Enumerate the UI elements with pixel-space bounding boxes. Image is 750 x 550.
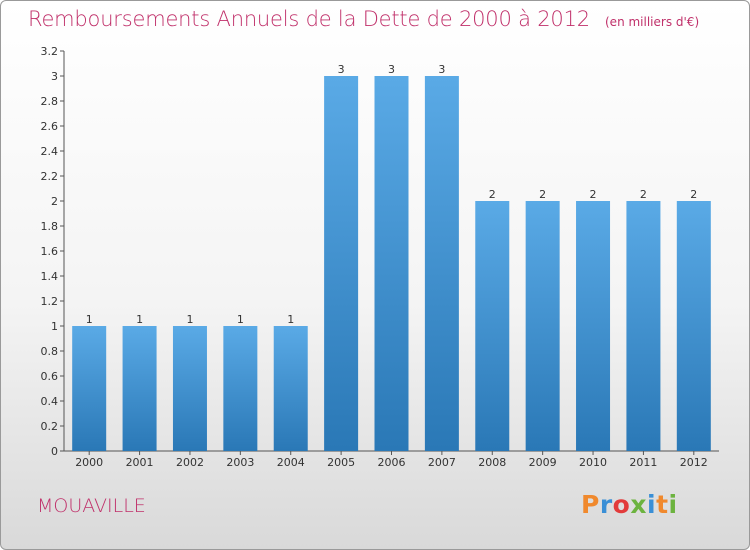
x-tick-label: 2005: [327, 456, 355, 469]
bar-value-label: 1: [237, 313, 244, 326]
bar: [374, 76, 409, 451]
bar: [122, 326, 157, 451]
commune-name: MOUAVILLE: [37, 495, 146, 517]
bar: [223, 326, 258, 451]
bar-value-label: 2: [489, 188, 496, 201]
x-tick-label: 2004: [277, 456, 305, 469]
y-tick-label: 1.2: [41, 295, 59, 308]
bar-value-label: 1: [86, 313, 93, 326]
bar-value-label: 1: [136, 313, 143, 326]
logo-letter: x: [630, 490, 647, 519]
y-tick-label: 0.8: [41, 345, 59, 358]
logo-letter: r: [599, 490, 613, 519]
bar-value-label: 2: [539, 188, 546, 201]
bar-value-label: 3: [338, 63, 345, 76]
logo-letter: o: [612, 490, 631, 519]
logo-letter: t: [656, 490, 669, 519]
y-tick-label: 0: [51, 445, 58, 458]
bar: [676, 201, 711, 451]
bar-value-label: 2: [640, 188, 647, 201]
logo-letter: i: [668, 490, 678, 519]
bar: [273, 326, 308, 451]
y-tick-label: 2: [51, 195, 58, 208]
y-tick-label: 1: [51, 320, 58, 333]
logo-letter: P: [581, 490, 600, 519]
bar-value-label: 3: [438, 63, 445, 76]
bar: [324, 76, 359, 451]
x-tick-label: 2007: [428, 456, 456, 469]
y-tick-label: 2.8: [41, 95, 59, 108]
x-tick-label: 2002: [176, 456, 204, 469]
bar: [172, 326, 207, 451]
y-tick-label: 1.6: [41, 245, 59, 258]
bar-value-label: 1: [287, 313, 294, 326]
proxiti-logo: Proxiti: [581, 490, 678, 519]
y-tick-label: 0.4: [41, 395, 59, 408]
x-tick-label: 2012: [680, 456, 708, 469]
bar: [525, 201, 560, 451]
x-tick-label: 2009: [529, 456, 557, 469]
bar-value-label: 2: [590, 188, 597, 201]
x-tick-label: 2010: [579, 456, 607, 469]
bar: [576, 201, 611, 451]
y-tick-label: 3.2: [41, 45, 59, 58]
bar-value-label: 3: [388, 63, 395, 76]
x-tick-label: 2006: [378, 456, 406, 469]
x-tick-label: 2000: [75, 456, 103, 469]
chart-title-text: Remboursements Annuels de la Dette de 20…: [28, 7, 590, 31]
bar: [626, 201, 661, 451]
x-tick-label: 2003: [226, 456, 254, 469]
bar: [475, 201, 510, 451]
y-tick-label: 1.8: [41, 220, 59, 233]
y-tick-label: 2.4: [41, 145, 59, 158]
bar-value-label: 2: [690, 188, 697, 201]
y-tick-label: 2.6: [41, 120, 59, 133]
x-tick-label: 2001: [126, 456, 154, 469]
logo-letter: i: [647, 490, 657, 519]
y-tick-label: 2.2: [41, 170, 59, 183]
chart-unit: (en milliers d'€): [605, 15, 700, 29]
x-tick-label: 2011: [629, 456, 657, 469]
y-tick-label: 0.6: [41, 370, 59, 383]
chart-title: Remboursements Annuels de la Dette de 20…: [28, 7, 699, 31]
y-tick-label: 3: [51, 70, 58, 83]
y-tick-label: 1.4: [41, 270, 59, 283]
x-tick-label: 2008: [478, 456, 506, 469]
y-tick-label: 0.2: [41, 420, 59, 433]
bar: [424, 76, 459, 451]
bar-value-label: 1: [186, 313, 193, 326]
bar: [72, 326, 107, 451]
